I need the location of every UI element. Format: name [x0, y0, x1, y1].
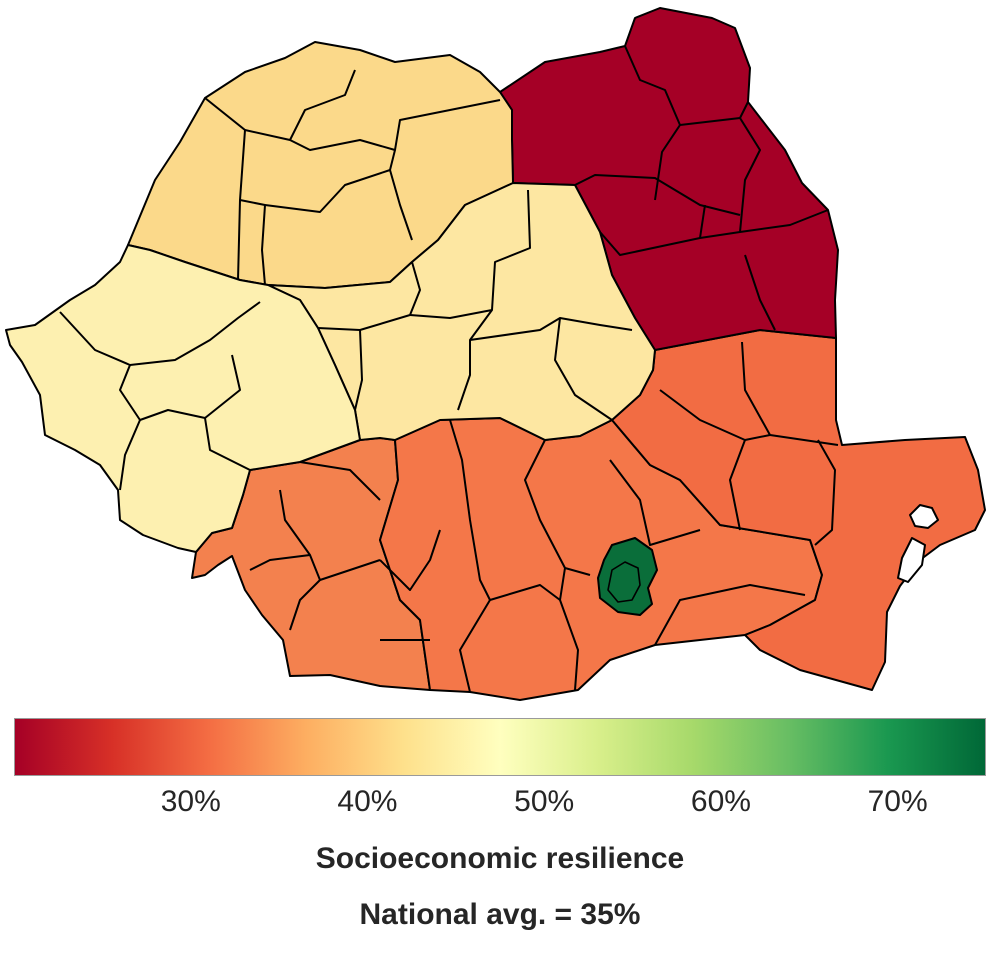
- colorbar: [14, 718, 986, 776]
- colorbar-gradient: [15, 719, 985, 775]
- colorbar-tick-label: 70%: [868, 785, 928, 819]
- colorbar-tick-label: 30%: [161, 785, 221, 819]
- colorbar-tick-label: 60%: [691, 785, 751, 819]
- colorbar-tick-label: 40%: [337, 785, 397, 819]
- colorbar-tick-label: 50%: [514, 785, 574, 819]
- romania-map: [0, 0, 1000, 710]
- chart-subtitle: National avg. = 35%: [0, 898, 1000, 932]
- chart-title: Socioeconomic resilience: [0, 842, 1000, 876]
